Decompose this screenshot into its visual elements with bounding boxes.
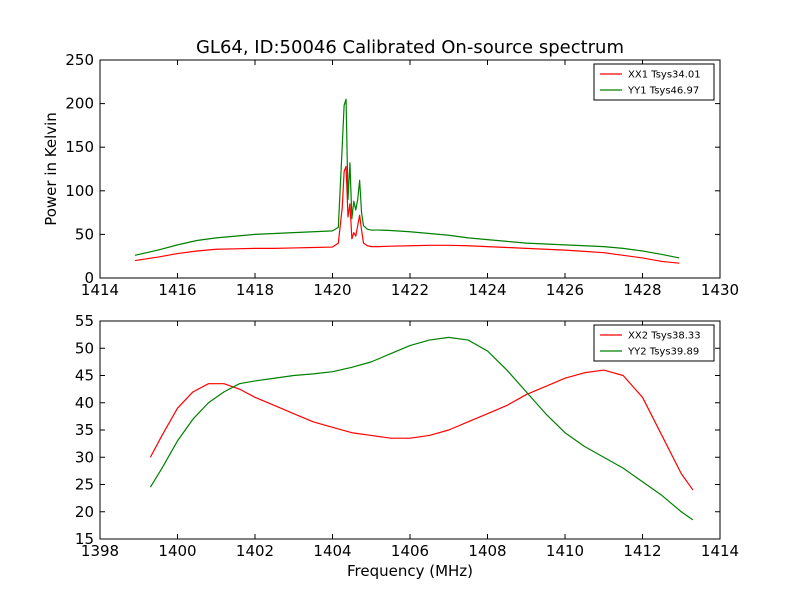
legend-entry: XX1 Tsys34.01 [628,70,701,81]
y-tick-label: 25 [75,476,94,494]
x-tick-label: 1402 [236,542,274,560]
y-tick-label: 40 [75,394,94,412]
x-tick-label: 1414 [701,542,739,560]
y-tick-label: 35 [75,421,94,439]
x-tick-label: 1422 [391,281,429,299]
y-tick-label: 50 [75,225,94,243]
x-tick-label: 1398 [81,542,119,560]
y-tick-label: 45 [75,367,94,385]
x-tick-label: 1408 [468,542,506,560]
y-tick-label: 0 [84,269,94,287]
x-tick-label: 1428 [623,281,661,299]
legend: XX2 Tsys38.33 YY2 Tsys39.89 [593,324,715,362]
y-tick-label: 250 [65,51,94,69]
y-tick-label: 100 [65,182,94,200]
y-tick-label: 15 [75,530,94,548]
legend-box [593,324,715,362]
top-panel: 1414 1416 1418 1420 1422 1424 1426 1428 1430 0 50 1… [42,51,739,299]
legend-entry: YY1 Tsys46.97 [627,86,699,97]
series-line-xx [134,165,680,264]
legend: XX1 Tsys34.01 YY1 Tsys46.97 [593,63,715,101]
y-tick-label: 150 [65,138,94,156]
legend-entry: YY2 Tsys39.89 [627,347,699,358]
y-tick-label: 200 [65,95,94,113]
series-line-xx [149,369,694,491]
x-tick-label: 1406 [391,542,429,560]
x-tick-label: 1420 [313,281,351,299]
y-tick-label: 50 [75,339,94,357]
y-tick-label: 30 [75,448,94,466]
series-line-yy [134,98,680,259]
y-tick-label: 55 [75,312,94,330]
x-tick-label: 1424 [468,281,506,299]
series-line-yy [149,336,694,521]
x-tick-label: 1400 [158,542,196,560]
y-tick-label: 20 [75,503,94,521]
bottom-panel: 1398 1400 1402 1404 1406 1408 1410 1412 1414 15 20… [75,312,739,580]
x-tick-label: 1418 [236,281,274,299]
x-tick-label: 1412 [623,542,661,560]
y-axis-label: Power in Kelvin [42,112,60,226]
x-tick-label: 1404 [313,542,351,560]
x-tick-label: 1416 [158,281,196,299]
x-tick-label: 1414 [81,281,119,299]
legend-entry: XX2 Tsys38.33 [628,331,701,342]
x-tick-label: 1410 [546,542,584,560]
x-axis-label: Frequency (MHz) [347,562,473,580]
x-tick-label: 1426 [546,281,584,299]
legend-box [593,63,715,101]
x-tick-label: 1430 [701,281,739,299]
figure-title: GL64, ID:50046 Calibrated On-source spec… [196,37,624,58]
